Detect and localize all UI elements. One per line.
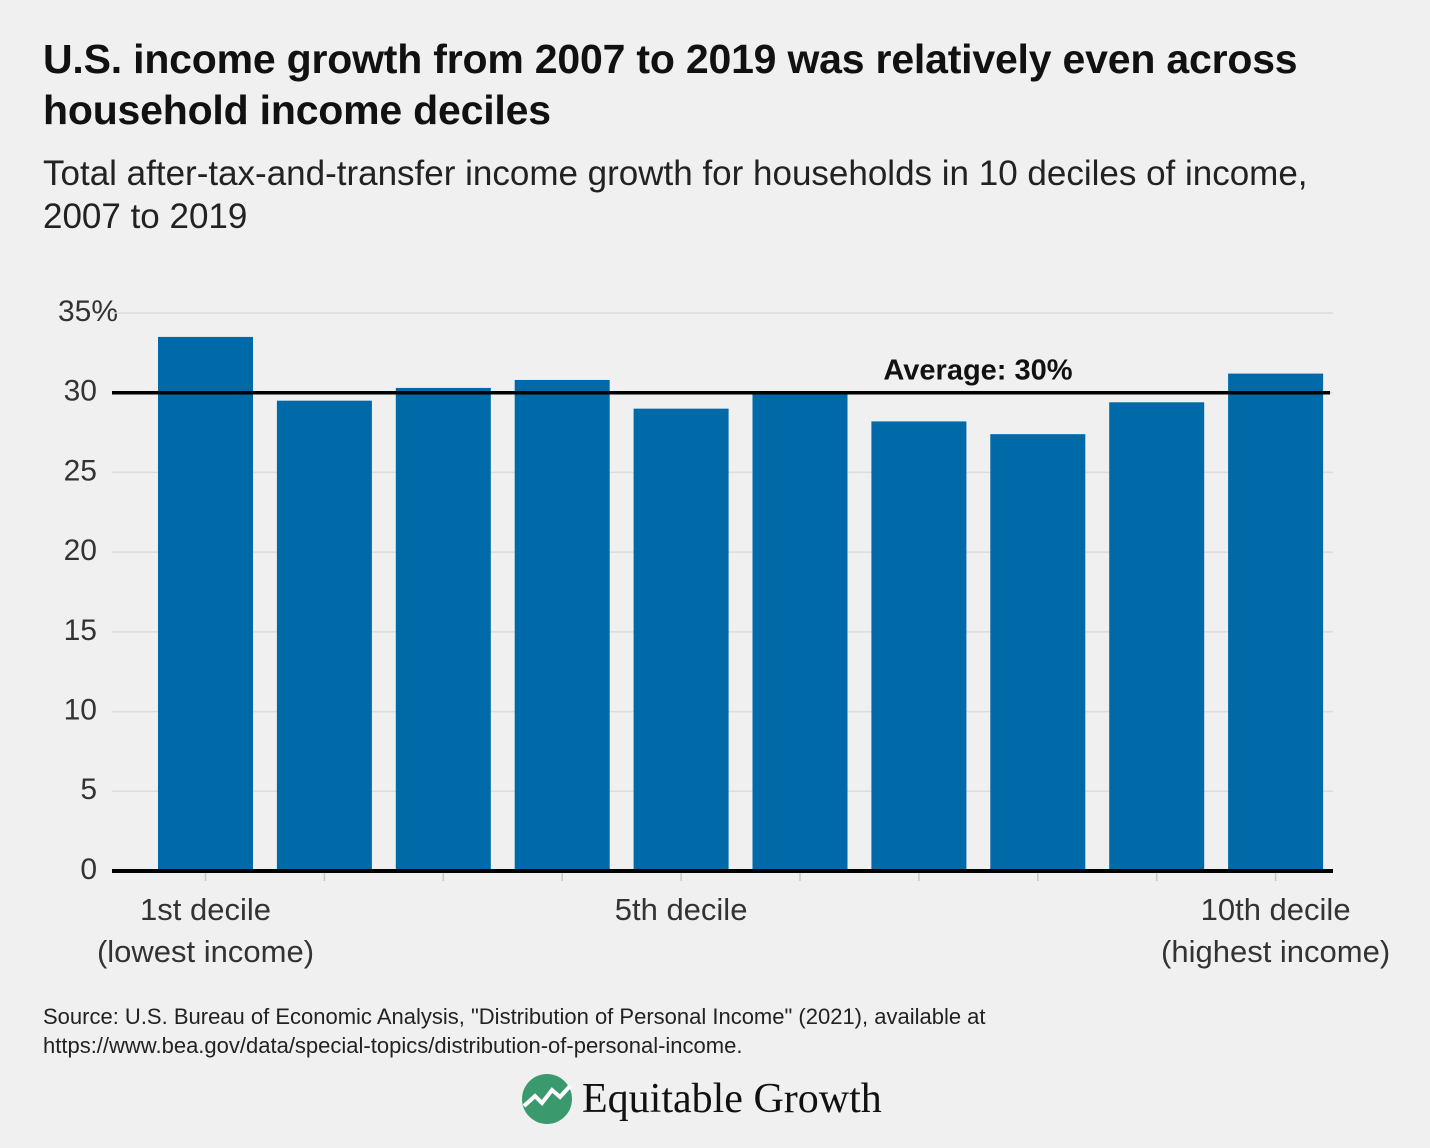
chart-subtitle: Total after-tax-and-transfer income grow… <box>43 154 1308 236</box>
average-label: Average: 30% <box>883 354 1072 386</box>
y-tick-label: 15 <box>64 614 97 647</box>
bar <box>1228 373 1324 871</box>
source-note: Source: U.S. Bureau of Economic Analysis… <box>43 1004 986 1058</box>
bar <box>752 392 848 871</box>
bar <box>871 421 967 871</box>
x-tick-label: 5th decile <box>614 892 748 927</box>
chart: 0 5 10 15 20 25 30 35% Average: 30% <box>58 295 1333 886</box>
bar <box>158 336 253 871</box>
y-tick-label: 5 <box>80 773 97 806</box>
bar <box>633 408 729 871</box>
bar <box>514 379 610 871</box>
bar <box>1109 402 1205 871</box>
bar <box>990 434 1086 871</box>
logo-icon <box>522 1074 572 1124</box>
x-tick-label: 1st decile (lowest income) <box>96 892 315 969</box>
y-tick-label: 0 <box>80 853 97 886</box>
bar <box>395 387 491 871</box>
x-tick-label: 10th decile (highest income) <box>1161 892 1391 969</box>
y-tick-label: 35% <box>58 295 118 328</box>
chart-title: U.S. income growth from 2007 to 2019 was… <box>43 36 1298 133</box>
logo-text: Equitable Growth <box>582 1076 882 1122</box>
logo: Equitable Growth <box>520 1072 882 1126</box>
y-tick-label: 30 <box>64 375 97 408</box>
y-tick-label: 10 <box>64 693 97 726</box>
y-tick-label: 25 <box>64 454 97 487</box>
y-tick-label: 20 <box>64 534 97 567</box>
bar <box>276 400 372 871</box>
